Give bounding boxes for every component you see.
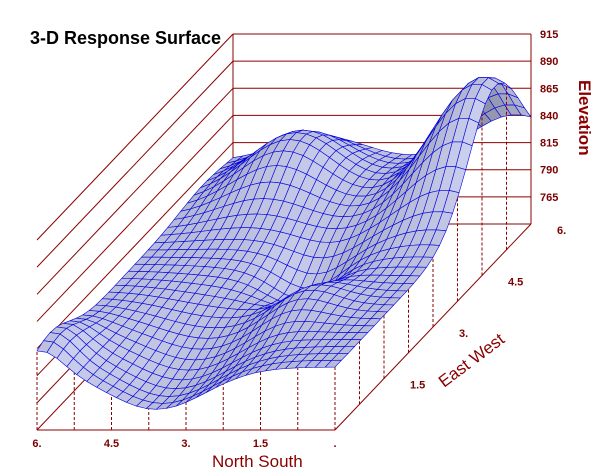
x-tick-label: 4.5 (104, 438, 119, 450)
y-axis-label: East West (435, 329, 508, 391)
side-wall-gridline (36, 142, 234, 349)
z-axis-label: Elevation (575, 80, 594, 156)
z-tick-label: 865 (540, 83, 558, 95)
y-tick-label: 3. (459, 328, 468, 340)
side-wall-gridline (36, 115, 234, 322)
side-wall-gridline (36, 87, 234, 295)
z-tick-label: 765 (540, 192, 558, 204)
y-axis-line (334, 223, 532, 431)
side-wall-gridline (36, 60, 234, 268)
x-tick-label: 3. (181, 438, 190, 450)
x-tick-label: 6. (32, 438, 41, 450)
x-axis-label: North South (212, 452, 303, 471)
x-tick-label: 1.5 (253, 438, 268, 450)
y-tick-label: 4.5 (508, 277, 523, 289)
side-wall-gridline (36, 33, 234, 241)
z-tick-label: 790 (540, 165, 558, 177)
y-tick-label: 6. (557, 225, 566, 237)
axes (36, 84, 532, 431)
z-tick-label: 915 (540, 29, 558, 41)
surface-mesh (36, 77, 532, 410)
y-tick-label: 1.5 (410, 380, 425, 392)
chart-title: 3-D Response Surface (30, 28, 221, 48)
x-tick-label: . (333, 438, 336, 450)
z-tick-label: 890 (540, 56, 558, 68)
z-tick-label: 815 (540, 138, 558, 150)
z-tick-label: 840 (540, 110, 558, 122)
surface-cell (36, 340, 55, 353)
